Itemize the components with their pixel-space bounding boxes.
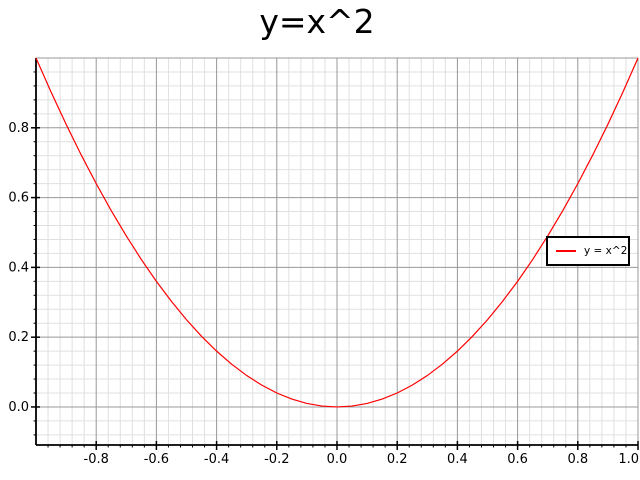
y-tick-label: 0.0 — [8, 400, 29, 415]
x-tick-label: -0.8 — [84, 452, 109, 467]
x-tick-label: -0.2 — [264, 452, 289, 467]
y-tick-label: 0.8 — [8, 121, 29, 136]
x-tick-labels: -0.8 -0.6 -0.4 -0.2 0.0 0.2 0.4 0.6 0.8 1.0 — [84, 452, 639, 467]
y-tick-label: 0.2 — [8, 330, 29, 345]
y-tick-labels: 0.0 0.2 0.4 0.6 0.8 — [8, 121, 29, 415]
series-curve — [35, 57, 639, 408]
chart-title: y=x^2 — [259, 2, 375, 41]
legend: y = x^2 — [546, 236, 630, 266]
x-tick-label: 0.2 — [387, 452, 408, 467]
legend-label: y = x^2 — [584, 245, 628, 257]
x-tick-label: -0.6 — [144, 452, 169, 467]
legend-line-sample — [556, 250, 576, 252]
x-tick-label: 0.8 — [567, 452, 588, 467]
x-tick-label: 0.4 — [447, 452, 468, 467]
axis-ticks — [31, 71, 639, 450]
y-tick-label: 0.6 — [8, 191, 29, 206]
y-tick-label: 0.4 — [8, 260, 29, 275]
curve-y=x^2 — [35, 57, 639, 408]
x-tick-label: 1.0 — [618, 452, 639, 467]
x-tick-label: 0.6 — [507, 452, 528, 467]
x-tick-label: 0.0 — [327, 452, 348, 467]
minor-grid — [36, 58, 638, 445]
x-tick-label: -0.4 — [204, 452, 229, 467]
